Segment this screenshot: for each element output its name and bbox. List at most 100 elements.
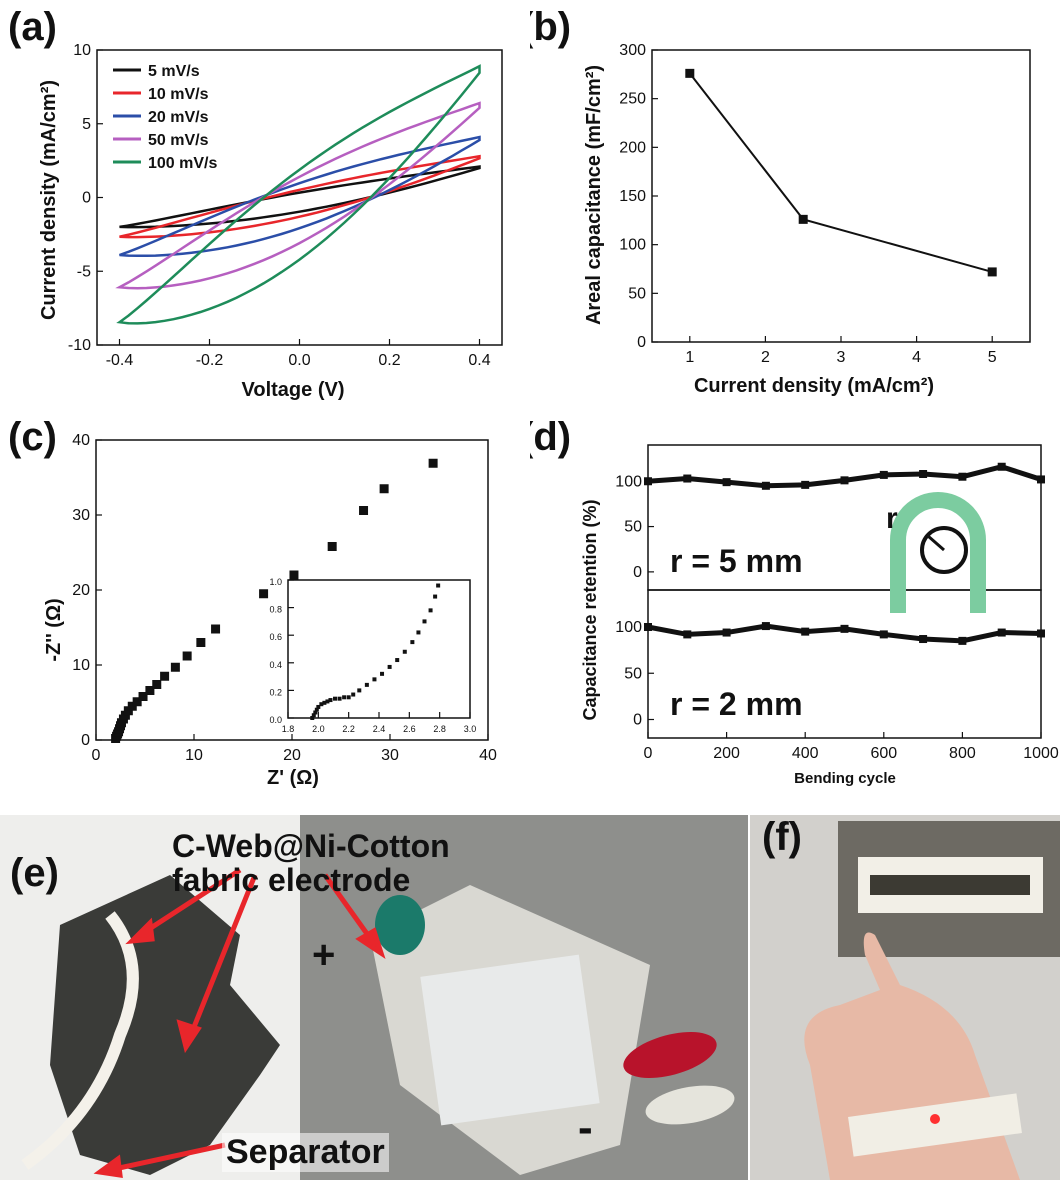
- inset-point: [346, 695, 351, 700]
- retention-point-bottom: [1037, 629, 1045, 638]
- y-tick-label: 0.4: [269, 660, 282, 670]
- y-tick-label: -5: [77, 263, 91, 280]
- capacitance-point: [798, 214, 808, 224]
- nyquist-inset-plot: 1.8 2.0 2.2 2.4 2.6 2.8 3.0 0.0 0.2 0.4 0.6 0.8 1.0: [269, 577, 476, 734]
- panel-f-photo: (f): [750, 815, 1060, 1180]
- y-tick-label: 100: [619, 237, 646, 254]
- callout-line-2: fabric electrode: [172, 862, 411, 898]
- x-tick-label: 3: [837, 349, 846, 366]
- x-axis-label: Bending cycle: [794, 770, 896, 787]
- inset-point: [351, 692, 356, 697]
- capacitance-line: [689, 72, 993, 273]
- y-tick-label: -10: [68, 337, 91, 354]
- legend-label-4: 100 mV/s: [148, 155, 217, 172]
- inset-point: [387, 664, 392, 669]
- radius-label: r: [886, 502, 898, 535]
- x-tick-label: 0.4: [468, 352, 490, 369]
- y-tick-label: 100: [615, 619, 642, 636]
- inset-point: [428, 608, 433, 613]
- inset-point: [372, 677, 377, 682]
- x-tick-label: 800: [949, 745, 976, 762]
- y-tick-label: 0: [82, 190, 91, 207]
- x-tick-label: 5: [988, 349, 997, 366]
- x-tick-label: 0: [644, 745, 653, 762]
- panel-e-photo: C-Web@Ni-Cotton fabric electrode (e) Sep…: [0, 815, 748, 1180]
- plus-terminal-label: +: [312, 933, 336, 977]
- x-tick-label: 2: [761, 349, 770, 366]
- panel-b-label: (b): [530, 5, 571, 49]
- nyquist-point: [127, 701, 137, 711]
- x-tick-label: 0.2: [378, 352, 400, 369]
- y-tick-label: 150: [619, 188, 646, 205]
- inset-point: [395, 658, 400, 663]
- inset-point: [436, 583, 441, 588]
- retention-point-bottom: [683, 630, 692, 639]
- y-tick-label: 300: [619, 42, 646, 59]
- y-tick-label: 10: [72, 657, 90, 674]
- nyquist-point: [170, 662, 180, 672]
- nyquist-point: [160, 671, 170, 681]
- y-tick-label: 30: [72, 507, 90, 524]
- x-tick-label: 2.2: [342, 724, 355, 734]
- annotation-r2: r = 2 mm: [670, 686, 803, 722]
- y-tick-label: 100: [615, 473, 642, 490]
- y-tick-label: 250: [619, 91, 646, 108]
- x-tick-label: 1: [685, 349, 694, 366]
- y-axis-label: Capacitance retention (%): [580, 499, 600, 720]
- inset-point: [311, 713, 316, 718]
- inset-point: [380, 671, 385, 676]
- y-tick-label: 50: [624, 519, 642, 536]
- cv-plot-area: -0.4 -0.2 0.0 0.2 0.4 -10 -5 0 5 10 5 mV/s 10 mV/s 2…: [68, 42, 503, 369]
- legend-label-0: 5 mV/s: [148, 63, 200, 80]
- nyquist-point: [259, 589, 269, 599]
- y-tick-label: 0.2: [269, 687, 282, 697]
- photo-f-illustration: [804, 821, 1060, 1180]
- retention-point-top: [683, 474, 692, 483]
- inset-point: [342, 695, 347, 700]
- y-tick-label: 10: [73, 42, 91, 59]
- y-tick-label: 0.8: [269, 605, 282, 615]
- x-tick-label: 600: [870, 745, 897, 762]
- x-tick-label: 2.8: [433, 724, 446, 734]
- y-tick-label: 0: [81, 732, 90, 749]
- inset-point: [433, 594, 438, 599]
- plot-frame: [647, 589, 1042, 739]
- x-tick-label: 30: [381, 747, 399, 764]
- nyquist-point: [428, 458, 438, 468]
- panel-d-label: (d): [530, 415, 571, 459]
- x-tick-label: -0.2: [196, 352, 224, 369]
- retention-point-top: [958, 472, 967, 481]
- retention-point-top: [840, 476, 849, 485]
- y-tick-label: 200: [619, 139, 646, 156]
- capacitance-point: [685, 68, 695, 78]
- bending-schematic-icon: r: [886, 492, 986, 613]
- x-tick-label: 2.0: [312, 724, 325, 734]
- annotation-r5: r = 5 mm: [670, 543, 803, 579]
- retention-point-top: [1037, 475, 1045, 484]
- retention-point-bottom: [997, 628, 1006, 637]
- y-tick-label: 0.6: [269, 632, 282, 642]
- y-tick-label: 0: [637, 334, 646, 351]
- cv-series-2: [119, 135, 481, 258]
- y-tick-label: 0: [633, 564, 642, 581]
- inset-point: [337, 696, 342, 701]
- nyquist-point: [152, 680, 162, 689]
- nyquist-point: [196, 638, 206, 647]
- plot-frame: [651, 49, 1031, 343]
- inset-point: [316, 704, 321, 709]
- inset-point: [314, 707, 319, 712]
- inset-point: [422, 619, 427, 624]
- y-tick-label: 0: [633, 712, 642, 729]
- nyquist-point: [289, 570, 299, 580]
- panel-a-cv-chart: (a) -0.4 -0.2 0.0 0.2 0.4 -10 -5 0 5 10 5 mV/s 10 m…: [8, 5, 503, 401]
- panel-a-label: (a): [8, 5, 57, 49]
- inset-point: [325, 699, 330, 704]
- panel-f-label: (f): [762, 815, 802, 859]
- retention-point-top: [801, 480, 810, 489]
- x-tick-label: 20: [283, 747, 301, 764]
- panel-e-label: (e): [10, 851, 59, 895]
- callout-electrode-label: C-Web@Ni-Cotton fabric electrode: [172, 829, 450, 897]
- retention-point-top: [997, 462, 1006, 471]
